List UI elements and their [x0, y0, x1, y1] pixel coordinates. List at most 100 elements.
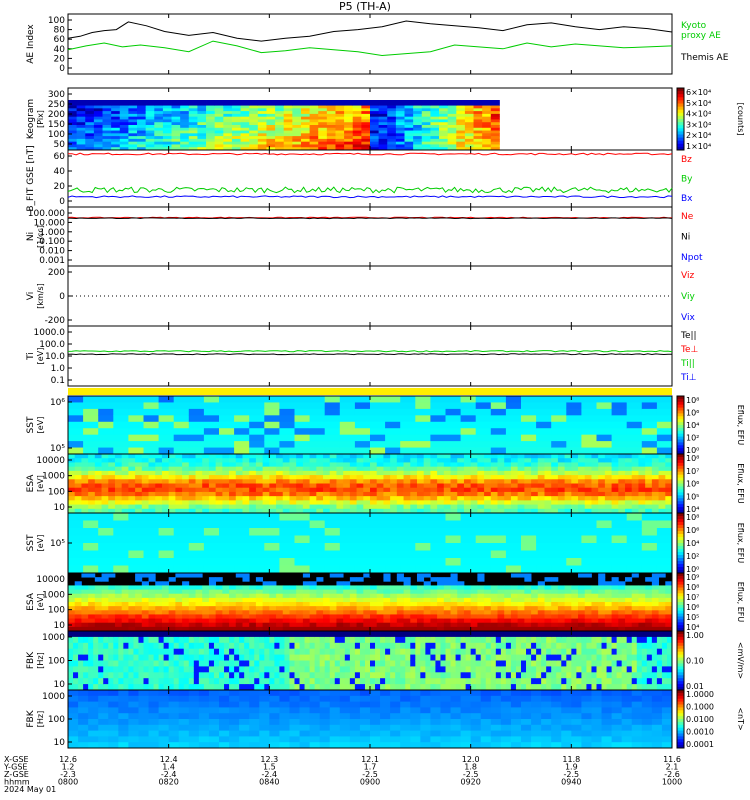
esa-ion-cell [336, 479, 344, 484]
fbk-e-cell [78, 660, 84, 667]
esa-elec-cell [155, 610, 163, 615]
sst-elec-cell [68, 558, 84, 566]
sst-ion-cell [490, 408, 507, 416]
esa-elec-cell [645, 593, 653, 599]
esa-elec-cell [484, 597, 492, 603]
esa-elec-cell [188, 593, 196, 599]
esa-ion-cell [208, 491, 217, 497]
sst-elec-cell [173, 565, 190, 574]
esa-ion-cell [255, 458, 264, 463]
keogram-cell [162, 144, 172, 148]
sst-elec-cell [339, 550, 356, 559]
esa-elec-cell [618, 597, 626, 603]
sst-elec-cell [203, 520, 220, 529]
esa-elec-cell [309, 610, 317, 615]
esa-elec-cell [484, 622, 492, 628]
fbk-e-cell [324, 631, 331, 638]
sst-ion-colorbar-cell [677, 401, 684, 406]
esa-ion-cell [302, 462, 310, 468]
esa-elec-cell [148, 589, 156, 595]
esa-elec-cell [457, 593, 465, 599]
sst-ion-cell [641, 396, 658, 403]
sst-elec-cell [566, 543, 582, 551]
esa-ion-cell [168, 508, 176, 514]
esa-ion-cell [618, 458, 626, 463]
esa-ion-cell [416, 470, 425, 476]
sst-ion-cell [445, 408, 461, 416]
keogram-cell [111, 138, 121, 143]
esa-ion-cell [235, 479, 243, 484]
esa-ion-cell [255, 496, 264, 501]
esa-elec-cell [168, 622, 176, 628]
keogram-cell [283, 138, 293, 143]
esa-ion-cell [416, 454, 425, 459]
fbk-e-cell [219, 648, 225, 655]
esa-elec-cell [175, 593, 183, 599]
keogram-cell [344, 130, 354, 134]
esa-ion-cell [269, 458, 277, 463]
keogram-cell [318, 144, 328, 148]
fbk-e-cell [400, 672, 406, 679]
esa-ion-cell [645, 487, 653, 493]
keogram-cell [473, 108, 483, 112]
sst-ion-cell [188, 421, 205, 429]
fbk-e-cell [329, 654, 336, 661]
esa-ion-cell [477, 475, 485, 480]
esa-ion-cell [551, 487, 559, 493]
esa-ion-cell [88, 454, 96, 459]
esa-ion-cell [604, 500, 612, 505]
esa-ion-cell [457, 475, 465, 480]
esa-elec-cell [175, 602, 183, 607]
esa-elec-cell [276, 618, 284, 624]
keogram-cell [249, 102, 259, 106]
esa-ion-cell [309, 496, 317, 501]
fbk-e-cell [208, 642, 215, 650]
esa-ion-cell [74, 458, 82, 463]
esa-elec-cell [450, 602, 458, 607]
esa-elec-cell [611, 622, 619, 628]
esa-elec-cell [235, 597, 243, 603]
keogram-cell [275, 127, 285, 131]
esa-elec-cell [611, 585, 619, 590]
esa-ion-cell [88, 508, 96, 514]
esa-ion-cell [410, 466, 418, 472]
keogram-cell [223, 113, 233, 118]
sst-elec-cell [611, 543, 628, 551]
esa-elec-cell [437, 585, 445, 590]
sst-elec-cell [354, 565, 371, 574]
esa-ion-cell [631, 458, 639, 463]
esa-ion-cell [403, 475, 411, 480]
fbk-e-cell [93, 660, 99, 667]
fbk-e-cell [354, 672, 361, 679]
esa-ion-cell [638, 479, 646, 484]
esa-elec-cell [450, 589, 458, 595]
sst-ion-cell [430, 434, 446, 442]
esa-elec-cell [309, 622, 317, 628]
fbk-e-cell [264, 648, 270, 655]
esa-elec-cell [578, 610, 586, 615]
esa-elec-cell [161, 581, 170, 586]
esa-ion-cell [141, 462, 149, 468]
esa-elec-cell [222, 614, 230, 619]
fbk-e-cell [108, 672, 114, 679]
esa-ion-cell [551, 500, 559, 505]
esa-elec-colorbar-cell [677, 616, 684, 620]
esa-ion-cell [544, 487, 552, 493]
esa-ion-cell [504, 454, 512, 459]
esa-elec-cell [94, 577, 102, 582]
esa-elec-cell [370, 593, 378, 599]
fbk-e-cell [354, 660, 361, 667]
bfield-bx-trace [67, 195, 673, 199]
esa-elec-cell [128, 622, 136, 628]
esa-ion-cell [343, 496, 351, 501]
sst-ion-cell [596, 408, 612, 416]
keogram-cell [326, 138, 336, 143]
fbk-e-cell [314, 636, 321, 644]
esa-ion-cell [611, 491, 619, 497]
esa-ion-cell [296, 470, 304, 476]
esa-elec-cell [121, 610, 129, 615]
esa-ion-cell [202, 496, 210, 501]
esa-ion-cell [571, 462, 579, 468]
esa-elec-cell [370, 622, 378, 628]
